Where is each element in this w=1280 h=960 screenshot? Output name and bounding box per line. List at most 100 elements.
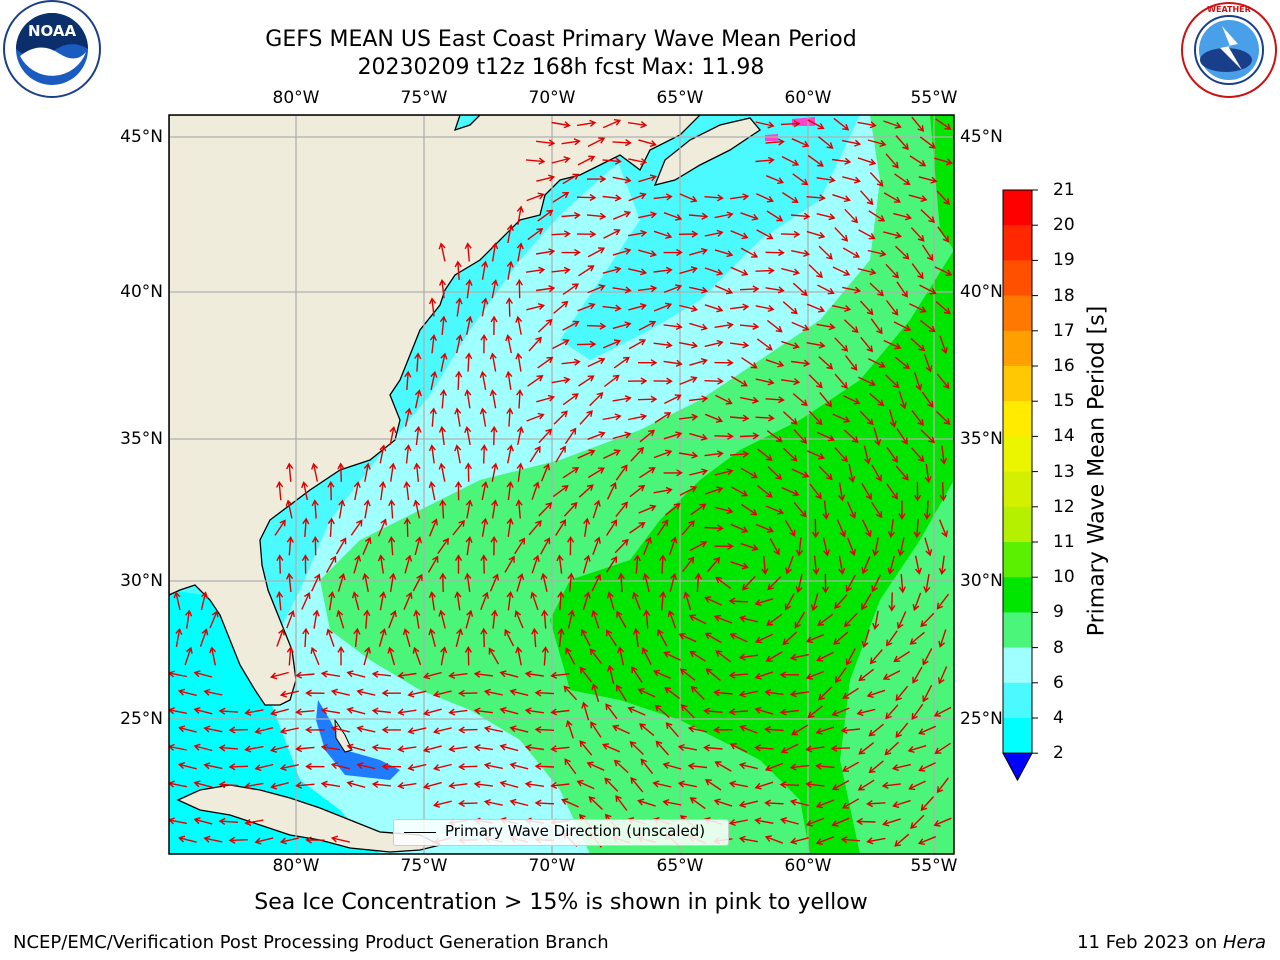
wave-arrow [295,708,315,716]
wave-arrow [565,647,576,665]
wave-arrow [404,444,412,464]
wave-arrow [729,743,748,753]
wave-arrow [337,572,346,592]
wave-arrow [563,685,578,701]
wave-arrow [694,572,702,593]
wave-arrow [254,837,274,845]
wave-arrow [805,633,825,644]
wave-arrow [784,593,795,611]
wave-arrow [582,591,591,611]
wave-arrow [789,798,809,807]
wave-arrow [765,249,785,257]
wave-arrow [565,720,574,739]
wave-arrow [515,315,523,335]
wave-arrow [193,706,213,715]
wave-arrow [587,137,606,148]
wave-arrow [363,609,371,629]
wave-arrow [755,156,775,164]
wave-arrow [679,304,699,313]
wave-arrow [894,833,910,847]
wave-arrow [704,267,724,276]
wave-arrow [592,499,601,519]
wave-arrow [537,356,554,369]
wave-arrow [844,355,858,371]
wave-arrow [552,339,570,350]
wave-arrow [689,650,706,662]
wave-arrow [705,668,721,682]
wave-arrow [632,627,640,648]
wave-arrow [663,322,683,331]
colorbar-level-label: 19 [1053,250,1075,271]
wave-arrow [754,671,774,680]
wave-arrow [805,745,825,753]
wave-arrow [428,297,437,317]
wave-arrow [540,537,551,555]
wave-arrow [729,450,750,458]
wave-arrow [728,818,748,827]
wave-arrow [591,609,600,629]
wave-arrow [588,796,603,811]
wave-arrow [228,763,249,771]
wave-arrow [551,121,571,129]
wave-arrow [567,609,575,629]
wave-arrow [561,358,581,366]
wave-arrow [818,686,833,701]
wave-arrow [173,591,181,611]
wave-arrow [377,518,387,537]
wave-arrow [490,315,498,336]
wave-arrow [833,117,850,131]
lon-tick-bottom-55w: 55°W [910,856,958,876]
wave-arrow [918,762,936,772]
wave-arrow [561,248,581,257]
wave-arrow [458,726,478,734]
wave-arrow [870,318,883,335]
title-line-2: 20230209 t12z 168h fcst Max: 11.98 [357,55,765,80]
wave-arrow [907,745,927,753]
wave-arrow [538,502,553,517]
wave-arrow [577,449,596,459]
wave-arrow [606,591,615,611]
wave-arrow [586,761,605,771]
wave-arrow [730,193,750,201]
wave-arrow [690,685,705,700]
wave-arrow [587,431,606,440]
wave-arrow [607,664,615,684]
wave-arrow [504,628,515,647]
wave-arrow [662,798,682,807]
wave-arrow [630,446,645,462]
wave-arrow [818,465,833,481]
wave-arrow [920,796,935,812]
wave-arrow [578,484,594,498]
wave-arrow [938,519,948,538]
wave-arrow [664,394,682,405]
lat-tick-left-35n: 35°N [120,429,163,449]
wave-arrow [330,835,350,843]
wave-arrow [664,686,681,700]
bahamas-island [334,718,353,753]
wave-arrow [923,500,931,520]
wave-arrow [715,650,732,663]
wave-arrow [791,468,810,478]
wave-arrow [455,370,463,391]
wave-arrow [909,155,927,167]
wave-arrow [764,835,784,844]
wave-arrow [580,628,591,647]
wave-arrow [653,669,671,680]
lat-tick-right-25n: 25°N [960,709,1003,729]
colorbar-segment [1003,366,1032,402]
wave-arrow [483,725,503,733]
wave-arrow [789,653,809,661]
wave-arrow [740,212,759,221]
wave-arrow [679,341,699,349]
wave-arrow [285,572,294,593]
wave-arrow [506,223,514,244]
wave-arrow [792,282,808,297]
wave-arrow [540,572,548,592]
footer-host: Hera [1222,932,1266,953]
wave-arrow [740,542,759,552]
wave-arrow [379,444,387,464]
wave-arrow [516,389,524,409]
wave-arrow [934,157,954,166]
wave-arrow [353,554,362,574]
wave-arrow [714,468,734,476]
